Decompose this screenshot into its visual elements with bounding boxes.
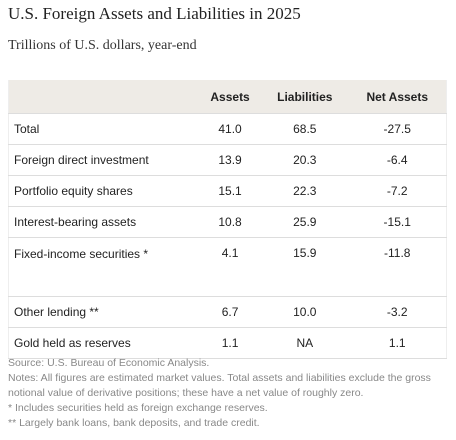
note: Source: U.S. Bureau of Economic Analysis… xyxy=(8,357,210,369)
cell: -3.2 xyxy=(348,296,447,328)
row-label: Fixed-income securities * xyxy=(8,237,199,297)
cell: -7.2 xyxy=(348,175,447,207)
cell: 15.1 xyxy=(199,175,262,207)
row-label: Interest-bearing assets xyxy=(8,206,199,238)
table-row: Total 41.0 68.5 -27.5 xyxy=(8,113,447,145)
table-body: Total 41.0 68.5 -27.5 Foreign direct investm… xyxy=(8,113,447,359)
row-label: Other lending ** xyxy=(8,296,199,328)
row-label: Total xyxy=(8,113,199,145)
table-row: Interest-bearing assets 10.8 25.9 -15.1 xyxy=(8,206,447,238)
cell: 25.9 xyxy=(261,206,349,238)
header-row: Assets Liabilities Net Assets xyxy=(8,80,447,114)
cell: 15.9 xyxy=(261,237,349,297)
cell: 4.1 xyxy=(199,237,262,297)
data-table: Assets Liabilities Net Assets Total 41.0 68.… xyxy=(8,80,447,359)
cell: 10.0 xyxy=(261,296,349,328)
table-row: Portfolio equity shares 15.1 22.3 -7.2 xyxy=(8,175,447,207)
row-label: Portfolio equity shares xyxy=(8,175,199,207)
cell: 20.3 xyxy=(261,144,349,176)
cell: -27.5 xyxy=(348,113,447,145)
table-row: Other lending ** 6.7 10.0 -3.2 xyxy=(8,296,447,328)
cell: -15.1 xyxy=(348,206,447,238)
cell: 1.1 xyxy=(199,327,262,359)
title: U.S. Foreign Assets and Liabilities in 2… xyxy=(8,4,301,23)
column-header: Assets xyxy=(199,80,262,114)
column-header: Liabilities xyxy=(261,80,349,114)
row-label: Gold held as reserves xyxy=(8,327,199,359)
cell: -6.4 xyxy=(348,144,447,176)
column-header xyxy=(8,80,199,114)
cell: NA xyxy=(261,327,349,359)
cell: 22.3 xyxy=(261,175,349,207)
cell: 68.5 xyxy=(261,113,349,145)
table-row: Fixed-income securities * 4.1 15.9 -11.8 xyxy=(8,237,447,297)
table-row: Gold held as reserves 1.1 NA 1.1 xyxy=(8,327,447,359)
cell: -11.8 xyxy=(348,237,447,297)
table-row: Foreign direct investment 13.9 20.3 -6.4 xyxy=(8,144,447,176)
notes: Source: U.S. Bureau of Economic Analysis… xyxy=(8,356,452,431)
row-label: Foreign direct investment xyxy=(8,144,199,176)
cell: 13.9 xyxy=(199,144,262,176)
cell: 41.0 xyxy=(199,113,262,145)
cell: 6.7 xyxy=(199,296,262,328)
note: Notes: All figures are estimated market … xyxy=(8,372,431,399)
note: * Includes securities held as foreign ex… xyxy=(8,402,268,414)
cell: 1.1 xyxy=(348,327,447,359)
cell: 10.8 xyxy=(199,206,262,238)
note: ** Largely bank loans, bank deposits, an… xyxy=(8,417,260,429)
column-header: Net Assets xyxy=(348,80,447,114)
subtitle: Trillions of U.S. dollars, year-end xyxy=(8,38,197,53)
